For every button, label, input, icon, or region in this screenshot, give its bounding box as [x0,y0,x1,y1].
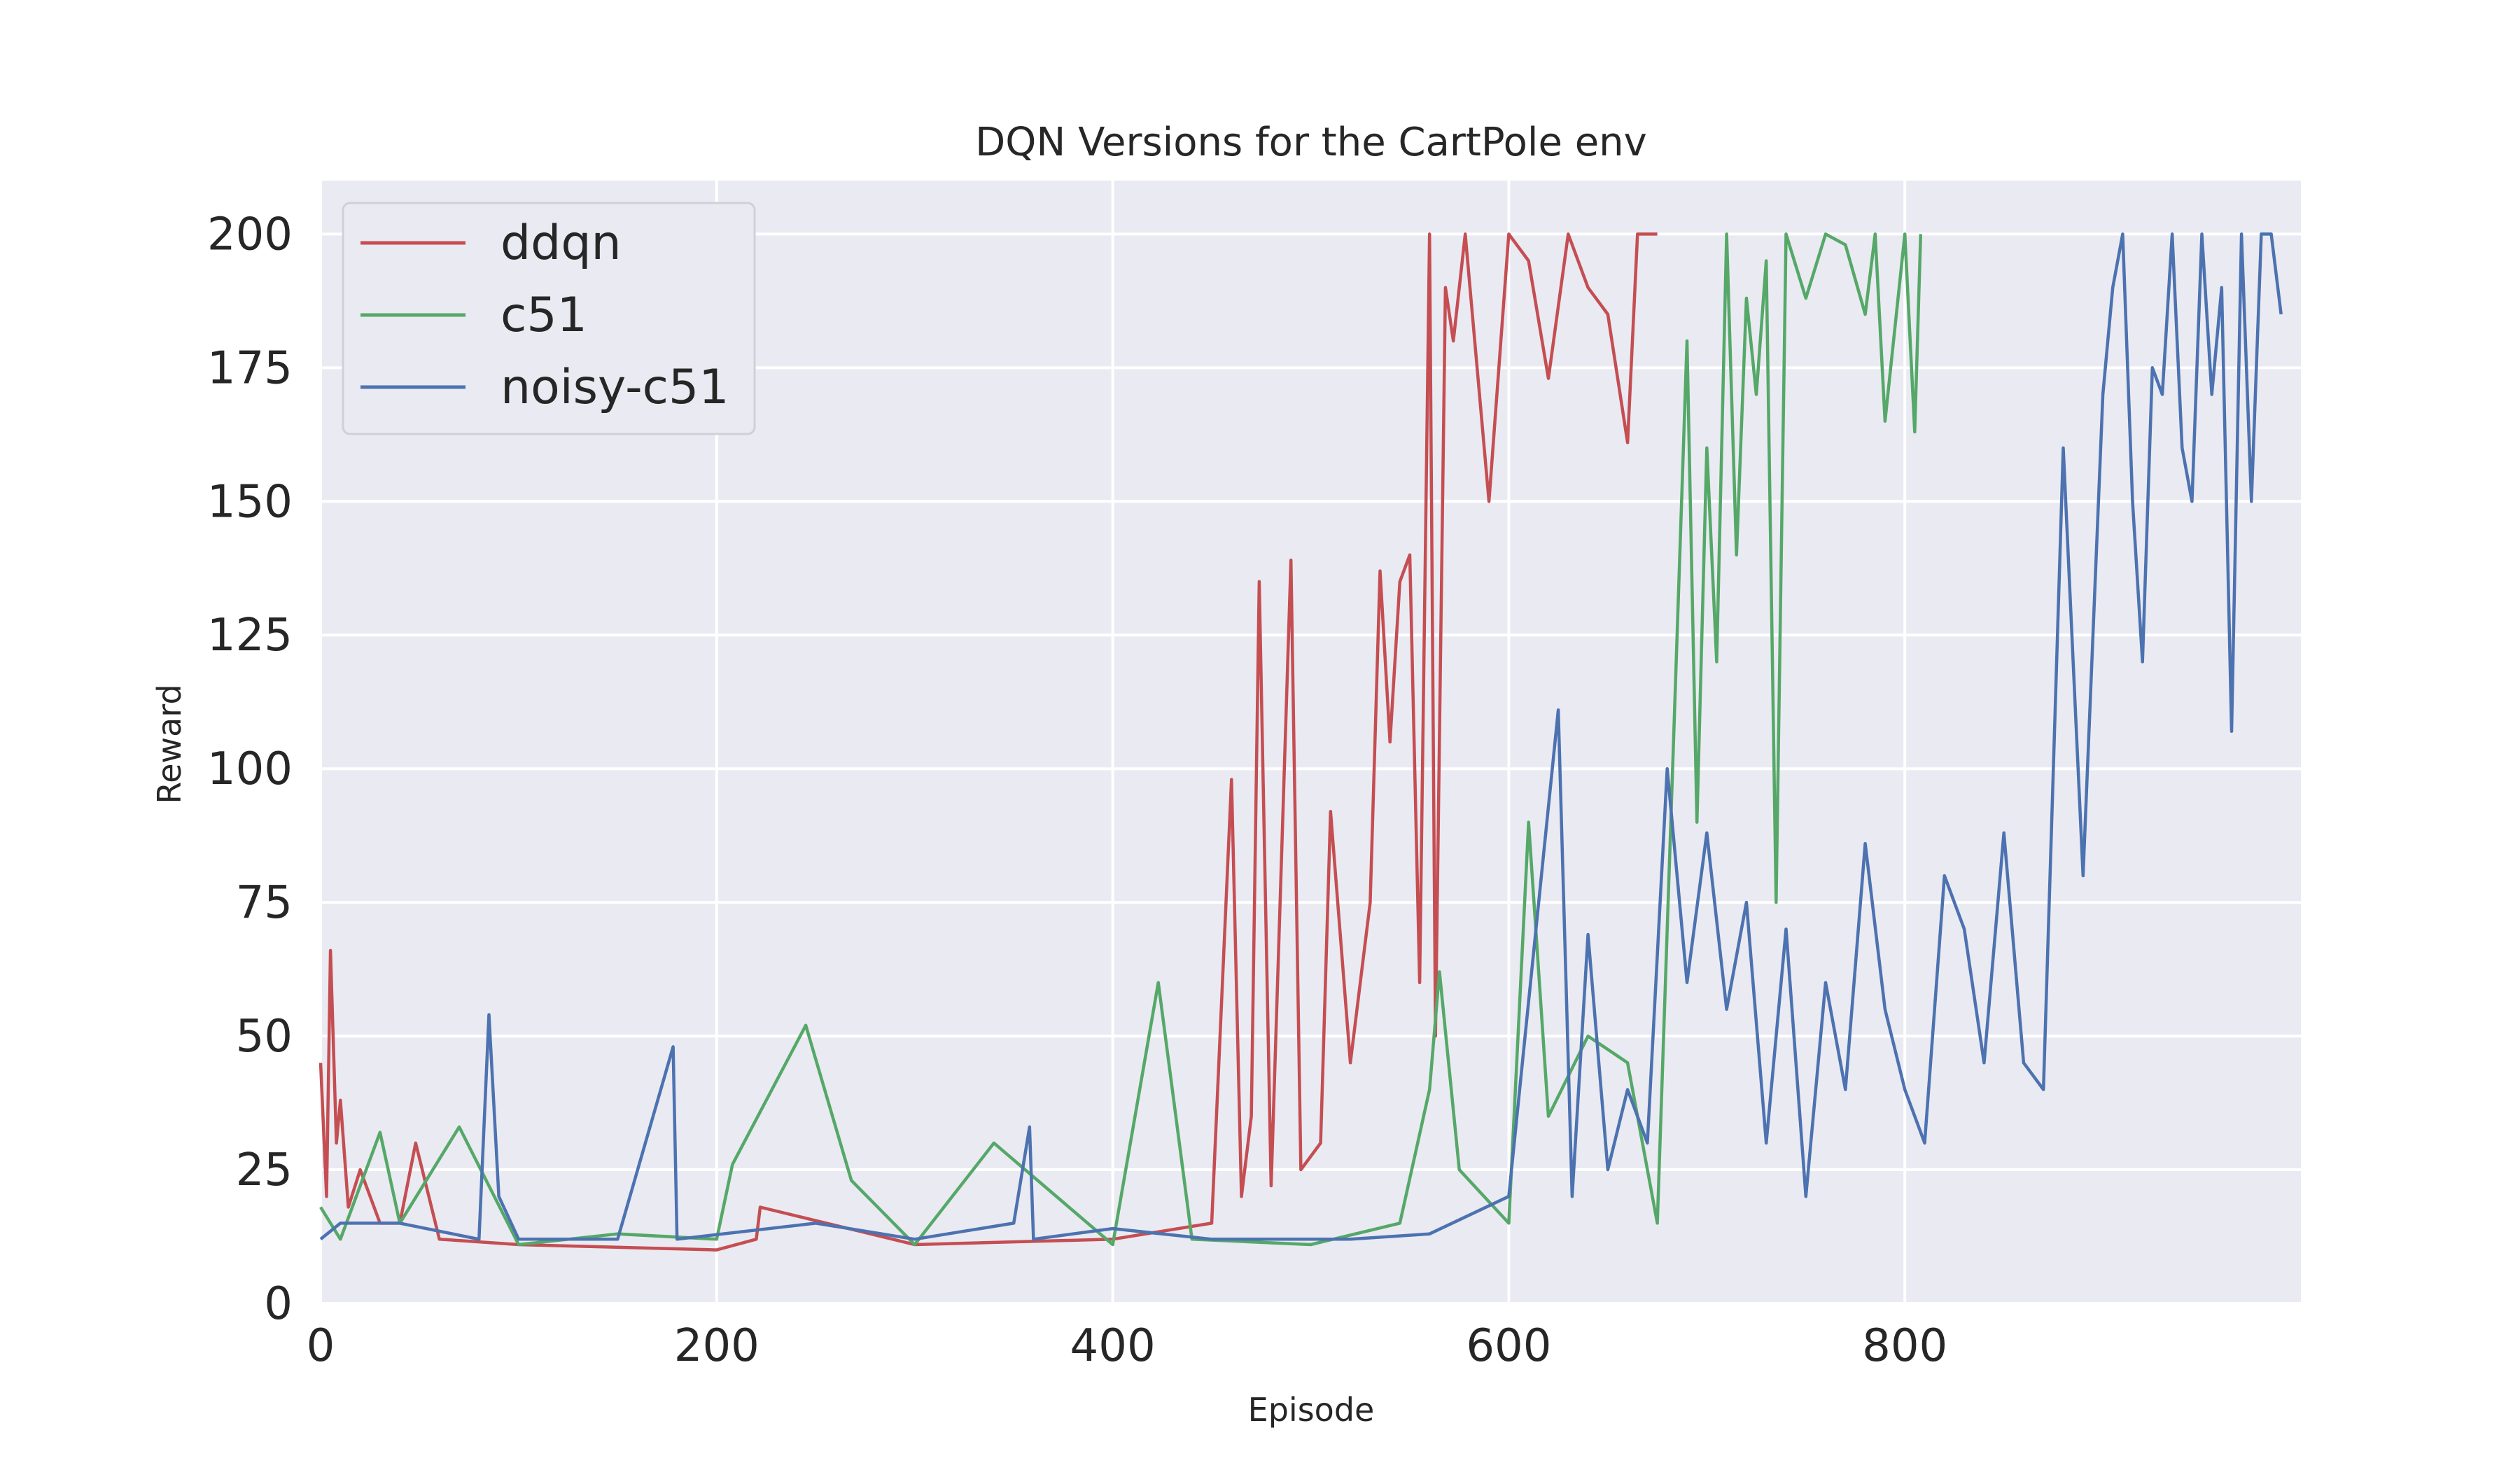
series-layer [318,232,2283,1252]
x-axis-label: Episode [1248,1391,1375,1429]
y-tick-label: 0 [264,1278,293,1330]
y-tick-label: 50 [236,1011,293,1063]
legend-label-noisy-c51: noisy-c51 [500,360,729,415]
y-tick-label: 25 [236,1144,293,1196]
y-tick-label: 75 [236,877,293,929]
x-tick-label: 0 [307,1320,335,1372]
x-tick-labels: 0 200 400 600 800 [307,1320,1948,1372]
y-tick-label: 150 [207,476,293,528]
series-line-c51 [319,232,1923,1247]
y-tick-labels: 0 25 50 75 100 125 150 175 200 [207,209,293,1330]
legend: ddqn c51 noisy-c51 [342,202,756,435]
legend-label-c51: c51 [500,288,587,343]
x-tick-label: 200 [674,1320,760,1372]
y-axis-label: Reward [150,684,188,804]
y-tick-label: 100 [207,743,293,795]
chart-title: DQN Versions for the CartPole env [975,120,1647,165]
y-tick-label: 125 [207,610,293,662]
x-tick-label: 800 [1862,1320,1947,1372]
x-tick-label: 600 [1466,1320,1551,1372]
y-tick-label: 200 [207,209,293,260]
y-gridlines [321,232,2301,1305]
y-tick-label: 175 [207,342,293,394]
x-tick-label: 400 [1070,1320,1156,1372]
series-line-noisy-c51 [319,232,2283,1241]
legend-box [342,202,756,435]
legend-label-ddqn: ddqn [500,216,622,271]
